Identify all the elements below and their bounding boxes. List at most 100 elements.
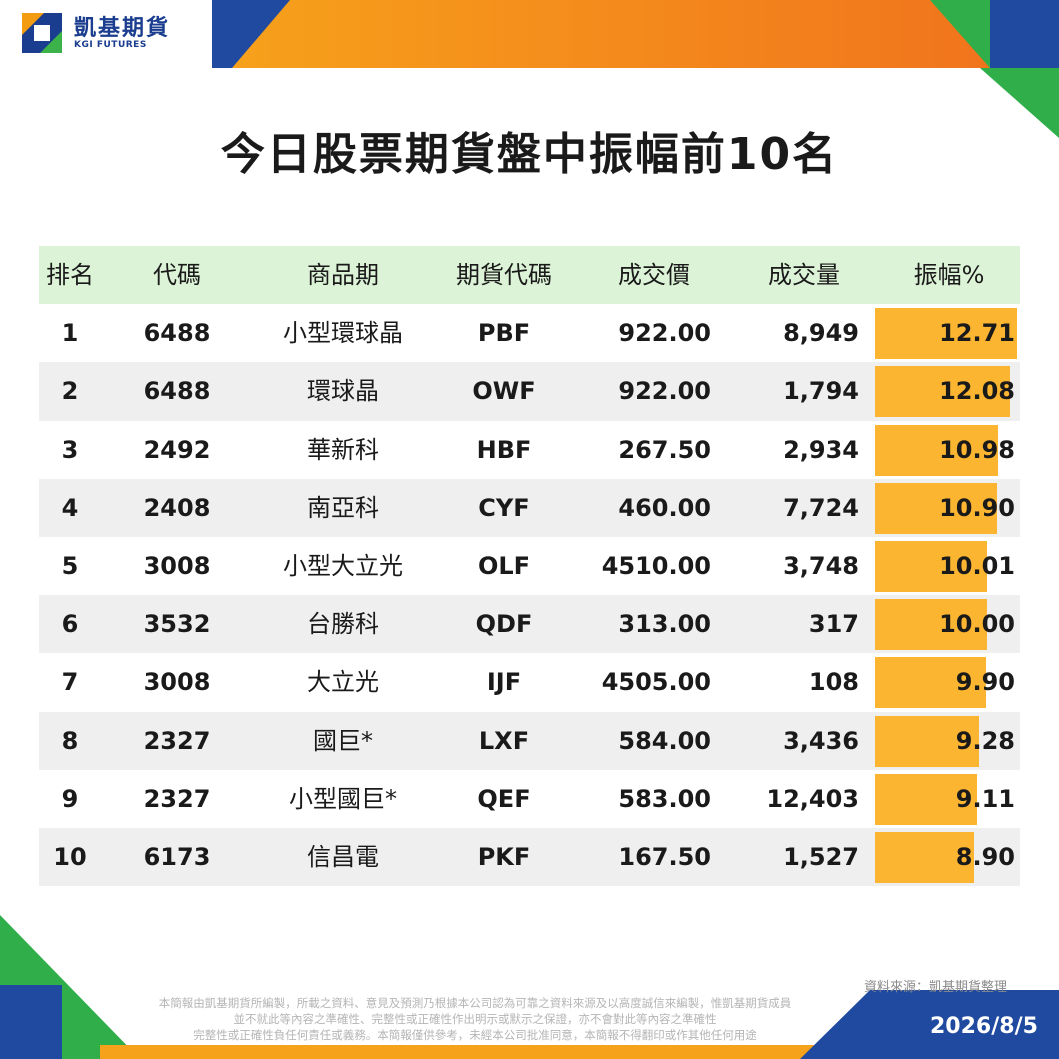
code-cell: 6488 — [143, 377, 211, 406]
volume-cell: 317 — [808, 610, 859, 639]
code-cell: 6173 — [143, 842, 211, 871]
rank-cell: 1 — [61, 319, 79, 348]
code-cell: 2327 — [143, 726, 211, 755]
price-cell: 313.00 — [618, 610, 711, 639]
header-price: 成交價 — [618, 261, 690, 289]
futures-code-cell: QEF — [477, 784, 531, 813]
amplitude-bar — [875, 831, 975, 883]
name-cell: 台勝科 — [307, 610, 379, 639]
name-cell: 南亞科 — [307, 493, 379, 522]
price-cell: 4505.00 — [601, 668, 711, 697]
table-row: 9 2327 小型國巨* QEF 583.00 12,403 9.11 — [39, 770, 1020, 828]
amplitude-bar — [875, 715, 979, 767]
header-amplitude: 振幅% — [913, 261, 985, 289]
table-row: 7 3008 大立光 IJF 4505.00 108 9.90 — [39, 653, 1020, 711]
price-cell: 922.00 — [618, 377, 711, 406]
volume-cell: 108 — [808, 668, 859, 697]
rank-cell: 10 — [53, 842, 87, 871]
corner-decoration-top-right — [980, 68, 1059, 138]
amplitude-cell: 12.08 — [939, 377, 1015, 406]
amplitude-cell: 9.11 — [955, 784, 1015, 813]
kgi-logo-mark — [22, 13, 62, 53]
rank-cell: 2 — [61, 377, 79, 406]
price-cell: 583.00 — [618, 784, 711, 813]
name-cell: 信昌電 — [307, 842, 379, 871]
code-cell: 3532 — [143, 610, 211, 639]
futures-code-cell: OWF — [472, 377, 536, 406]
report-date: 2026/8/5 — [930, 1014, 1038, 1039]
amplitude-cell: 10.90 — [939, 493, 1015, 522]
brand-name: 凱基期貨 — [74, 16, 171, 41]
volume-cell: 1,527 — [783, 842, 859, 871]
amplitude-cell: 8.90 — [955, 842, 1015, 871]
price-cell: 584.00 — [618, 726, 711, 755]
table-row: 4 2408 南亞科 CYF 460.00 7,724 10.90 — [39, 478, 1020, 537]
header-band — [212, 0, 1059, 68]
header-name: 商品期 — [307, 261, 379, 289]
price-cell: 267.50 — [618, 435, 711, 464]
name-cell: 小型環球晶 — [283, 319, 403, 348]
disclaimer: 本簡報由凱基期貨所編製，所載之資料、意見及預測乃根據本公司認為可靠之資料來源及以… — [90, 995, 860, 1043]
rank-cell: 3 — [61, 435, 79, 464]
volume-cell: 3,748 — [783, 551, 859, 580]
futures-code-cell: PBF — [477, 319, 531, 348]
price-cell: 4510.00 — [601, 551, 711, 580]
amplitude-bar — [875, 482, 997, 534]
volume-cell: 8,949 — [783, 319, 859, 348]
code-cell: 2408 — [143, 493, 211, 522]
table-row: 5 3008 小型大立光 OLF 4510.00 3,748 10.01 — [39, 537, 1020, 595]
rank-cell: 9 — [61, 784, 79, 813]
amplitude-cell: 9.28 — [955, 726, 1015, 755]
code-cell: 3008 — [143, 668, 211, 697]
name-cell: 小型大立光 — [283, 551, 403, 580]
volume-cell: 12,403 — [766, 784, 859, 813]
futures-code-cell: CYF — [478, 493, 530, 522]
footer-decoration — [0, 915, 1059, 1059]
disclaimer-line: 本簡報由凱基期貨所編製，所載之資料、意見及預測乃根據本公司認為可靠之資料來源及以… — [158, 996, 792, 1010]
table-row: 10 6173 信昌電 PKF 167.50 1,527 8.90 — [39, 827, 1020, 887]
table-row: 6 3532 台勝科 QDF 313.00 317 10.00 — [39, 595, 1020, 654]
futures-code-cell: IJF — [486, 668, 522, 697]
rank-cell: 8 — [61, 726, 79, 755]
futures-code-cell: OLF — [477, 551, 531, 580]
header-code: 代碼 — [153, 261, 201, 289]
header-rank: 排名 — [46, 261, 94, 289]
amplitude-cell: 12.71 — [939, 319, 1015, 348]
rank-cell: 4 — [61, 493, 79, 522]
volume-cell: 7,724 — [783, 493, 859, 522]
disclaimer-line: 完整性或正確性負任何責任或義務。本簡報僅供參考，未經本公司批准同意，本簡報不得翻… — [193, 1028, 757, 1042]
amplitude-cell: 9.90 — [955, 668, 1015, 697]
name-cell: 華新科 — [307, 435, 379, 464]
disclaimer-line: 並不就此等內容之準確性、完整性或正確性作出明示或默示之保證，亦不會對此等內容之準… — [233, 1012, 717, 1026]
rank-cell: 7 — [61, 668, 79, 697]
table-row: 2 6488 環球晶 OWF 922.00 1,794 12.08 — [39, 362, 1020, 421]
futures-code-cell: PKF — [477, 842, 531, 871]
volume-cell: 2,934 — [783, 435, 859, 464]
table-row: 3 2492 華新科 HBF 267.50 2,934 10.98 — [39, 421, 1020, 479]
amplitude-bar — [875, 424, 998, 476]
header-futures-code: 期貨代碼 — [456, 261, 552, 289]
code-cell: 6488 — [143, 319, 211, 348]
price-cell: 922.00 — [618, 319, 711, 348]
price-cell: 460.00 — [618, 493, 711, 522]
code-cell: 2327 — [143, 784, 211, 813]
amplitude-bar — [875, 308, 1017, 360]
amplitude-cell: 10.98 — [939, 435, 1015, 464]
volume-cell: 3,436 — [783, 726, 859, 755]
name-cell: 大立光 — [307, 668, 379, 697]
ranking-table: 排名 代碼 商品期 期貨代碼 成交價 成交量 振幅% 1 6488 小型環球晶 PBF… — [39, 246, 1020, 887]
futures-code-cell: HBF — [476, 435, 532, 464]
brand-name-en: KGI FUTURES — [74, 40, 147, 50]
amplitude-cell: 10.00 — [939, 610, 1015, 639]
amplitude-bar — [875, 657, 986, 709]
data-source: 資料來源：凱基期貨整理 — [864, 980, 1008, 995]
code-cell: 2492 — [143, 435, 211, 464]
table-row: 8 2327 國巨* LXF 584.00 3,436 9.28 — [39, 711, 1020, 770]
header-volume: 成交量 — [768, 261, 840, 289]
table-row: 1 6488 小型環球晶 PBF 922.00 8,949 12.71 — [39, 304, 1020, 362]
amplitude-bar — [875, 599, 987, 651]
amplitude-bar — [875, 773, 977, 825]
amplitude-bar — [875, 540, 987, 592]
name-cell: 國巨* — [313, 726, 373, 755]
volume-cell: 1,794 — [783, 377, 859, 406]
